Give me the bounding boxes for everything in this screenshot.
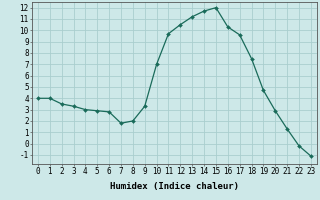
X-axis label: Humidex (Indice chaleur): Humidex (Indice chaleur) [110, 182, 239, 191]
